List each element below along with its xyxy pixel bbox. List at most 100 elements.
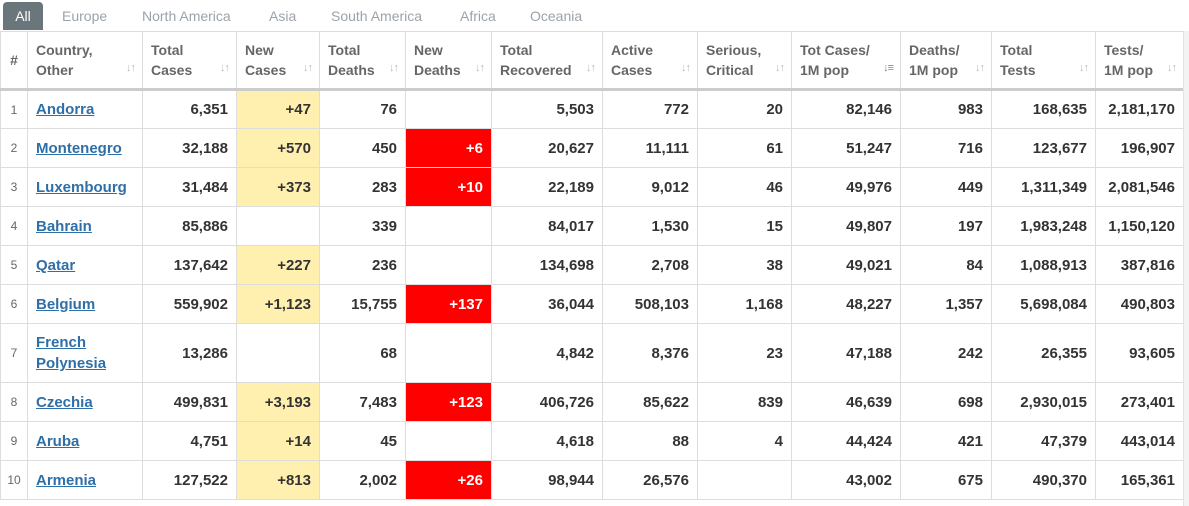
cell-total-deaths: 15,755 <box>319 284 406 324</box>
column-header-serious-critical[interactable]: Serious, Critical ↓↑ <box>697 31 792 91</box>
tab-all[interactable]: All <box>3 2 43 30</box>
country-link[interactable]: Belgium <box>36 295 96 313</box>
cell-total-cases: 559,902 <box>142 284 237 324</box>
cell-deaths-per-million: 983 <box>900 89 992 129</box>
cell-tests-per-million: 273,401 <box>1095 382 1184 422</box>
cell-deaths-per-million: 1,357 <box>900 284 992 324</box>
cell-active-cases: 9,012 <box>602 167 698 207</box>
country-link[interactable]: Aruba <box>36 432 80 450</box>
cell-deaths-per-million: 242 <box>900 323 992 383</box>
cell-country: Czechia <box>27 382 143 422</box>
country-link[interactable]: Qatar <box>36 256 76 274</box>
cell-deaths-per-million: 716 <box>900 128 992 168</box>
tab-north-america[interactable]: North America <box>142 8 231 24</box>
cell-total-cases: 4,751 <box>142 421 237 461</box>
cell-new-deaths <box>405 323 492 383</box>
header-label: 1M pop <box>909 62 958 78</box>
header-label: Tests/ <box>1104 42 1144 58</box>
header-label: Deaths <box>328 62 375 78</box>
column-header-active-cases[interactable]: Active Cases ↓↑ <box>602 31 698 91</box>
country-link[interactable]: Luxembourg <box>36 178 127 196</box>
sort-arrows-icon: ↓↑ <box>681 62 691 74</box>
tab-africa[interactable]: Africa <box>460 8 496 24</box>
cell-total-cases: 31,484 <box>142 167 237 207</box>
header-label: New <box>414 42 443 58</box>
sort-desc-icon: ↓≡ <box>883 62 894 74</box>
sort-arrows-icon: ↓↑ <box>1167 62 1177 74</box>
column-header-tests-per-million[interactable]: Tests/1M pop ↓↑ <box>1095 31 1184 91</box>
cell-total-deaths: 45 <box>319 421 406 461</box>
cell-tests-per-million: 490,803 <box>1095 284 1184 324</box>
cell-active-cases: 2,708 <box>602 245 698 285</box>
header-label: Total <box>500 42 533 58</box>
cell-tests-per-million: 2,081,546 <box>1095 167 1184 207</box>
column-header-total-recovered[interactable]: Total Recovered ↓↑ <box>491 31 603 91</box>
cell-serious-critical: 15 <box>697 206 792 246</box>
country-link[interactable]: Bahrain <box>36 217 92 235</box>
sort-arrows-icon: ↓↑ <box>975 62 985 74</box>
cell-index: 3 <box>0 167 28 207</box>
column-header-new-deaths[interactable]: New Deaths ↓↑ <box>405 31 492 91</box>
table-row: 1 Andorra 6,351 +47 76 5,503 772 20 82,146 983 168… <box>0 89 1184 129</box>
cell-new-cases <box>236 323 320 383</box>
header-label: Total <box>151 42 184 58</box>
sort-arrows-icon: ↓↑ <box>1079 62 1089 74</box>
header-label: Deaths <box>414 62 461 78</box>
column-header-total-deaths[interactable]: Total Deaths ↓↑ <box>319 31 406 91</box>
cell-index: 6 <box>0 284 28 324</box>
column-header-cases-per-million[interactable]: Tot Cases/1M pop ↓≡ <box>791 31 901 91</box>
cell-total-tests: 490,370 <box>991 460 1096 500</box>
table-row: 7 French Polynesia 13,286 68 4,842 8,376 23 47,… <box>0 323 1184 383</box>
cell-serious-critical: 1,168 <box>697 284 792 324</box>
cell-serious-critical <box>697 460 792 500</box>
cell-country: Qatar <box>27 245 143 285</box>
tab-europe[interactable]: Europe <box>62 8 108 24</box>
sort-arrows-icon: ↓↑ <box>220 62 230 74</box>
cell-serious-critical: 839 <box>697 382 792 422</box>
cell-index: 9 <box>0 421 28 461</box>
cell-cases-per-million: 49,976 <box>791 167 901 207</box>
header-label: Tot Cases/ <box>800 42 870 58</box>
cell-deaths-per-million: 197 <box>900 206 992 246</box>
header-label: Active <box>611 42 654 58</box>
cell-total-tests: 1,088,913 <box>991 245 1096 285</box>
tab-oceania[interactable]: Oceania <box>530 8 583 24</box>
tab-south-america[interactable]: South America <box>331 8 423 24</box>
country-link[interactable]: French Polynesia <box>36 334 107 372</box>
column-header-total-cases[interactable]: Total Cases ↓↑ <box>142 31 237 91</box>
cell-tests-per-million: 443,014 <box>1095 421 1184 461</box>
cell-total-tests: 26,355 <box>991 323 1096 383</box>
table-row: 6 Belgium 559,902 +1,123 15,755 +137 36,044 508… <box>0 284 1184 324</box>
tab-asia[interactable]: Asia <box>269 8 297 24</box>
country-link[interactable]: Andorra <box>36 101 95 118</box>
country-link[interactable]: Montenegro <box>36 139 122 157</box>
cell-tests-per-million: 1,150,120 <box>1095 206 1184 246</box>
table-row: 2 Montenegro 32,188 +570 450 +6 20,627 11,111 61… <box>0 128 1184 168</box>
cell-cases-per-million: 46,639 <box>791 382 901 422</box>
cell-total-tests: 5,698,084 <box>991 284 1096 324</box>
header-label: Recovered <box>500 62 572 78</box>
cell-new-deaths <box>405 245 492 285</box>
cell-total-deaths: 339 <box>319 206 406 246</box>
country-link[interactable]: Armenia <box>36 471 97 489</box>
cell-total-tests: 123,677 <box>991 128 1096 168</box>
column-header-total-tests[interactable]: Total Tests ↓↑ <box>991 31 1096 91</box>
cell-country: Belgium <box>27 284 143 324</box>
cell-tests-per-million: 196,907 <box>1095 128 1184 168</box>
cell-active-cases: 26,576 <box>602 460 698 500</box>
cell-country: Aruba <box>27 421 143 461</box>
cell-total-recovered: 36,044 <box>491 284 603 324</box>
sort-arrows-icon: ↓↑ <box>586 62 596 74</box>
country-link[interactable]: Czechia <box>36 393 93 411</box>
cell-index: 8 <box>0 382 28 422</box>
column-header-deaths-per-million[interactable]: Deaths/1M pop ↓↑ <box>900 31 992 91</box>
column-header-new-cases[interactable]: New Cases ↓↑ <box>236 31 320 91</box>
column-header-country[interactable]: Country, Other ↓↑ <box>27 31 143 91</box>
cell-total-cases: 85,886 <box>142 206 237 246</box>
column-header-index[interactable]: # <box>0 31 28 91</box>
cell-total-cases: 13,286 <box>142 323 237 383</box>
cell-new-cases: +14 <box>236 421 320 461</box>
cell-total-recovered: 4,842 <box>491 323 603 383</box>
cell-active-cases: 508,103 <box>602 284 698 324</box>
cell-country: Bahrain <box>27 206 143 246</box>
